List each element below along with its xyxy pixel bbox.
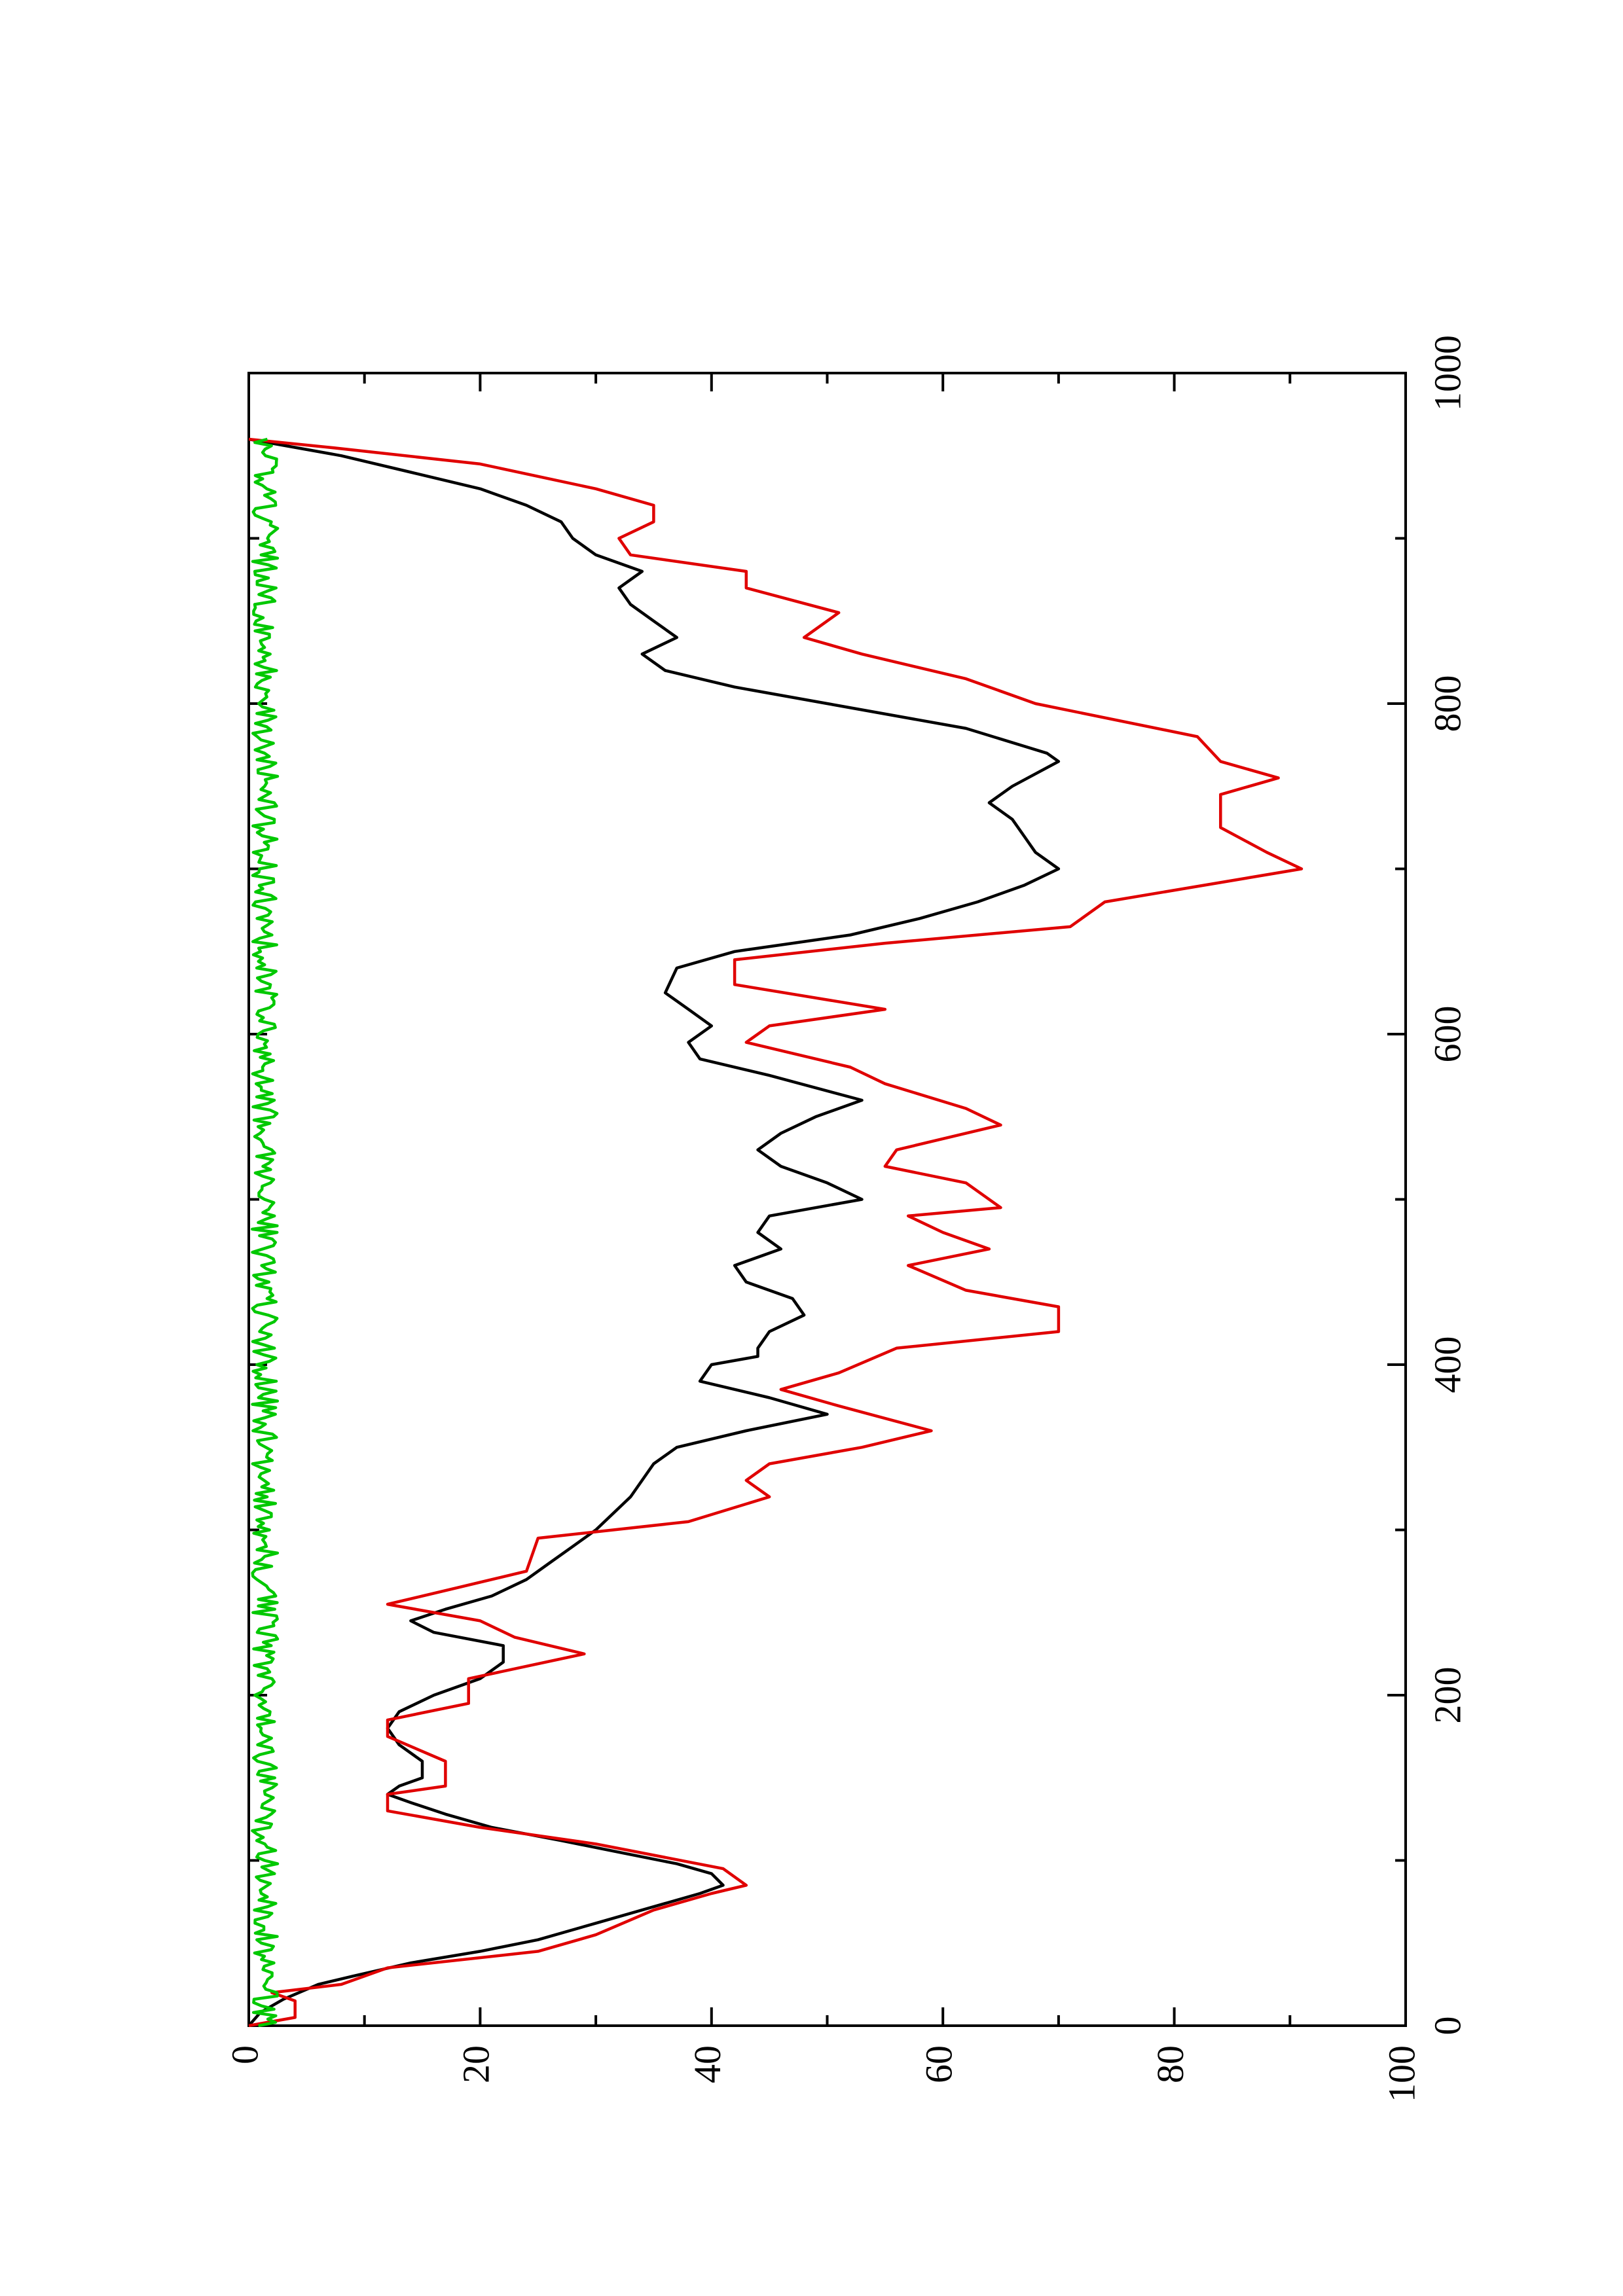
series-line-2 bbox=[248, 437, 1304, 2028]
y-tick-label: 0 bbox=[223, 2045, 266, 2064]
axis-ticks bbox=[247, 372, 1407, 2027]
x-tick-label: 200 bbox=[1426, 1667, 1468, 1724]
axis-tick-labels: 0 200 400 600 800 1000 0 20 40 60 80 100 bbox=[223, 335, 1468, 2102]
x-tick-label: 1000 bbox=[1426, 335, 1468, 411]
y-tick-label: 40 bbox=[686, 2045, 729, 2083]
x-tick-label: 0 bbox=[1426, 2017, 1468, 2036]
series-line-1 bbox=[247, 437, 1061, 2027]
x-tick-label: 400 bbox=[1426, 1336, 1468, 1393]
series-line-3 bbox=[251, 437, 280, 2028]
x-tick-label: 600 bbox=[1426, 1006, 1468, 1063]
series-lines bbox=[247, 437, 1304, 2028]
y-tick-label: 20 bbox=[455, 2045, 498, 2083]
x-tick-label: 800 bbox=[1426, 675, 1468, 732]
y-tick-label: 80 bbox=[1149, 2045, 1192, 2083]
y-tick-label: 100 bbox=[1380, 2045, 1423, 2102]
y-tick-label: 60 bbox=[918, 2045, 960, 2083]
